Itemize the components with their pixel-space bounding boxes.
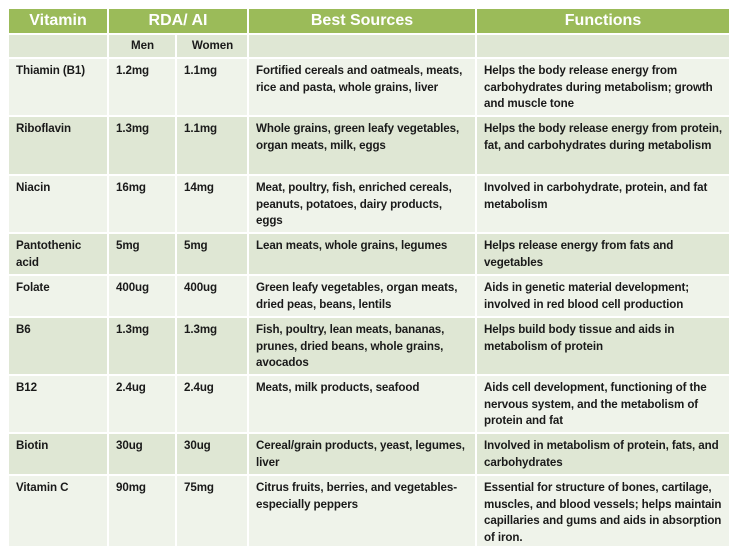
empty-cell [475, 33, 731, 59]
header-sources: Best Sources [247, 7, 477, 35]
header-rda: RDA/ AI [107, 7, 249, 35]
cell-vitamin: Pantothenic acid [7, 232, 109, 276]
cell-sources: Cereal/grain products, yeast, legumes, l… [247, 432, 477, 476]
cell-women: 400ug [175, 274, 249, 318]
subheader-men: Men [107, 33, 177, 59]
cell-women: 1.1mg [175, 57, 249, 117]
cell-functions: Involved in carbohydrate, protein, and f… [475, 174, 731, 234]
empty-cell [7, 33, 109, 59]
cell-sources: Green leafy vegetables, organ meats, dri… [247, 274, 477, 318]
cell-women: 2.4ug [175, 374, 249, 434]
table-row: Biotin 30ug 30ug Cereal/grain products, yea… [7, 432, 731, 476]
cell-men: 1.3mg [107, 316, 177, 376]
cell-vitamin: Folate [7, 274, 109, 318]
cell-functions: Helps the body release energy from prote… [475, 115, 731, 176]
cell-vitamin: B12 [7, 374, 109, 434]
table-row: Folate 400ug 400ug Green leafy vegetables, … [7, 274, 731, 318]
table-row: Thiamin (B1) 1.2mg 1.1mg Fortified cereals … [7, 57, 731, 117]
cell-men: 30ug [107, 432, 177, 476]
cell-men: 90mg [107, 474, 177, 548]
cell-sources: Meats, milk products, seafood [247, 374, 477, 434]
cell-sources: Lean meats, whole grains, legumes [247, 232, 477, 276]
cell-functions: Helps build body tissue and aids in meta… [475, 316, 731, 376]
cell-functions: Essential for structure of bones, cartil… [475, 474, 731, 548]
cell-functions: Aids in genetic material development; in… [475, 274, 731, 318]
cell-women: 30ug [175, 432, 249, 476]
subheader-row: Men Women [7, 33, 731, 59]
cell-vitamin: Biotin [7, 432, 109, 476]
cell-men: 5mg [107, 232, 177, 276]
table-row: Pantothenic acid 5mg 5mg Lean meats, whole … [7, 232, 731, 276]
cell-vitamin: Thiamin (B1) [7, 57, 109, 117]
cell-vitamin: Niacin [7, 174, 109, 234]
header-functions: Functions [475, 7, 731, 35]
cell-men: 400ug [107, 274, 177, 318]
cell-sources: Meat, poultry, fish, enriched cereals, p… [247, 174, 477, 234]
cell-women: 75mg [175, 474, 249, 548]
cell-women: 1.3mg [175, 316, 249, 376]
cell-men: 16mg [107, 174, 177, 234]
vitamin-table: Vitamin RDA/ AI Best Sources Functions M… [7, 7, 731, 548]
cell-women: 5mg [175, 232, 249, 276]
cell-sources: Whole grains, green leafy vegetables, or… [247, 115, 477, 176]
cell-women: 1.1mg [175, 115, 249, 176]
cell-vitamin: Riboflavin [7, 115, 109, 176]
cell-sources: Fortified cereals and oatmeals, meats, r… [247, 57, 477, 117]
cell-women: 14mg [175, 174, 249, 234]
header-row: Vitamin RDA/ AI Best Sources Functions [7, 7, 731, 35]
subheader-women: Women [175, 33, 249, 59]
table-row: B12 2.4ug 2.4ug Meats, milk products, seafo… [7, 374, 731, 434]
cell-sources: Fish, poultry, lean meats, bananas, prun… [247, 316, 477, 376]
header-vitamin: Vitamin [7, 7, 109, 35]
cell-vitamin: B6 [7, 316, 109, 376]
cell-functions: Helps release energy from fats and veget… [475, 232, 731, 276]
cell-vitamin: Vitamin C [7, 474, 109, 548]
cell-sources: Citrus fruits, berries, and vegetables-e… [247, 474, 477, 548]
cell-functions: Aids cell development, functioning of th… [475, 374, 731, 434]
cell-men: 1.3mg [107, 115, 177, 176]
table-row: B6 1.3mg 1.3mg Fish, poultry, lean meats, b… [7, 316, 731, 376]
table-row: Vitamin C 90mg 75mg Citrus fruits, berries,… [7, 474, 731, 548]
table-row: Niacin 16mg 14mg Meat, poultry, fish, enric… [7, 174, 731, 234]
empty-cell [247, 33, 477, 59]
table-row: Riboflavin 1.3mg 1.1mg Whole grains, green … [7, 115, 731, 176]
cell-functions: Helps the body release energy from carbo… [475, 57, 731, 117]
cell-functions: Involved in metabolism of protein, fats,… [475, 432, 731, 476]
cell-men: 1.2mg [107, 57, 177, 117]
cell-men: 2.4ug [107, 374, 177, 434]
